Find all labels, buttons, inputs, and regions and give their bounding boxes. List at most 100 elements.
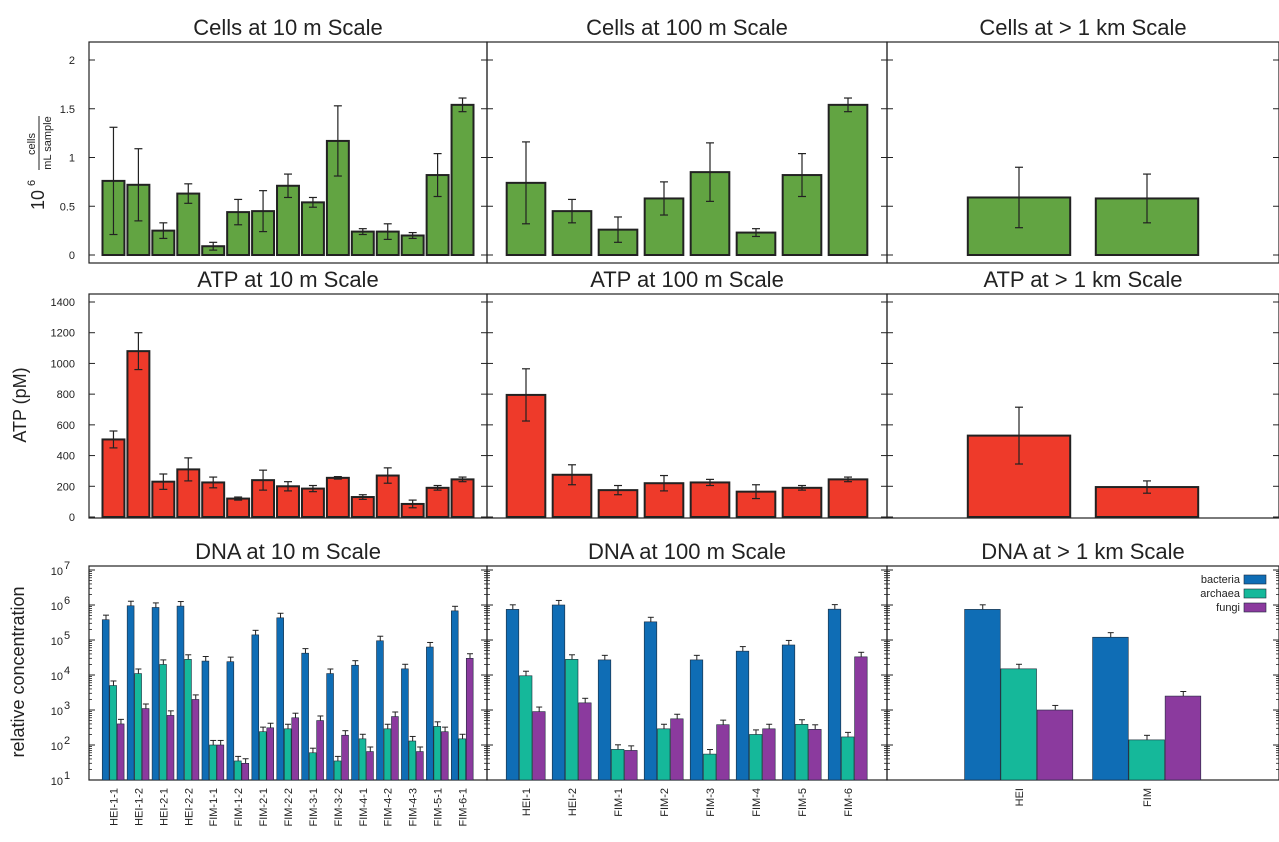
bar-bacteria-FIM-5 (781, 644, 796, 781)
panel-frame (486, 41, 888, 264)
bar-archaea-HEI-2-2 (184, 659, 192, 781)
x-tick-label: HEI-1-2 (133, 788, 145, 826)
bar-bacteria-FIM-4 (735, 650, 750, 781)
bar-bacteria-FIM-5-1 (426, 646, 434, 781)
bar-bacteria-FIM-2 (643, 621, 658, 781)
panel-frame (886, 41, 1279, 264)
bar-fungi-FIM-4-1 (366, 751, 374, 781)
bar-fungi-FIM-2-1 (266, 727, 274, 781)
y-tick-exponent: 6 (64, 595, 70, 607)
bar-bacteria-FIM-2-2 (276, 617, 284, 781)
bar-fungi-FIM-2-2 (291, 717, 299, 781)
bar-archaea-FIM-2-1 (259, 731, 267, 781)
x-tick-label: FIM-5-1 (433, 788, 445, 827)
bar-HEI-1-2 (126, 350, 151, 518)
bar-fungi-FIM-1-1 (216, 744, 225, 781)
bar-fungi-FIM (1164, 695, 1202, 781)
x-tick-label: FIM-2 (659, 788, 671, 817)
bar-fungi-HEI (1036, 709, 1074, 781)
bar-bacteria-FIM-4-2 (376, 640, 384, 781)
panel-dna100 (486, 565, 888, 781)
panel-atp10 (88, 293, 488, 519)
x-tick-label: FIM-1 (613, 788, 625, 817)
y-label-denominator: mL sample (42, 116, 54, 169)
y-tick-label: 400 (57, 451, 75, 463)
bar-bacteria-FIM-3-2 (326, 673, 334, 781)
y-tick-label: 10 (51, 601, 63, 613)
panel-title: Cells at 10 m Scale (193, 15, 383, 40)
y-axis-label-cells: 10 6 cells mL sample (26, 116, 54, 210)
bar-fungi-FIM-3-1 (316, 720, 324, 781)
bar-fungi-HEI-2 (578, 702, 592, 781)
bar-FIM-2 (643, 197, 685, 256)
panel-title: Cells at > 1 km Scale (979, 15, 1186, 40)
bar-fungi-FIM-4-3 (416, 751, 424, 781)
y-tick-label: 10 (51, 636, 63, 648)
bar-fungi-FIM-3 (716, 724, 730, 781)
bar-bacteria-HEI-2-2 (176, 605, 185, 781)
panel-title: ATP at > 1 km Scale (983, 267, 1182, 292)
panel-dna10 (88, 565, 488, 781)
y-tick-label: 0 (69, 512, 75, 524)
panel-title: ATP at 100 m Scale (590, 267, 784, 292)
x-tick-label: FIM-3-2 (333, 788, 345, 827)
bar-archaea-FIM-4 (749, 734, 763, 781)
bar-archaea-FIM-2-2 (283, 728, 292, 781)
y-axis-label-dna: relative concentration (8, 586, 28, 757)
y-tick-label: 10 (51, 741, 63, 753)
y-tick-exponent: 7 (64, 560, 70, 572)
bar-fungi-FIM-1-2 (241, 763, 250, 781)
x-tick-label: FIM-1-2 (233, 788, 245, 827)
legend-label-bacteria: bacteria (1201, 574, 1241, 586)
panel-frame (886, 293, 1279, 519)
bar-fungi-HEI-2-1 (166, 715, 175, 781)
bar-archaea-FIM-5-1 (433, 726, 442, 781)
bar-bacteria-FIM-4-3 (401, 668, 409, 781)
bar-archaea-FIM-4-2 (383, 728, 392, 781)
legend-swatch-fungi (1243, 602, 1267, 613)
x-tick-label: FIM-2-2 (283, 788, 295, 827)
bar-bacteria-FIM-3 (689, 659, 704, 781)
bar-fungi-FIM-4 (762, 728, 776, 781)
bar-fungi-HEI-1-2 (141, 708, 150, 781)
x-tick-label: FIM-2-1 (258, 788, 270, 827)
bar-fungi-FIM-5-1 (441, 731, 449, 781)
bar-bacteria-FIM-3-1 (301, 652, 309, 781)
bar-fungi-FIM-3-2 (341, 734, 349, 781)
panel-title: DNA at > 1 km Scale (981, 539, 1185, 564)
panel-title: DNA at 10 m Scale (195, 539, 381, 564)
legend-label-fungi: fungi (1216, 602, 1240, 614)
panel-atp100 (486, 293, 888, 519)
bar-archaea-FIM-2 (657, 728, 671, 781)
bar-archaea-HEI-2 (565, 659, 579, 781)
y-label-numerator: cells (26, 133, 38, 156)
bar-FIM-3 (689, 481, 731, 519)
y-tick-exponent: 2 (64, 735, 70, 747)
bar-FIM-6 (827, 103, 869, 256)
x-tick-label: FIM-3 (705, 788, 717, 817)
x-tick-label: FIM-1-1 (208, 788, 220, 827)
bar-archaea-FIM (1128, 739, 1165, 781)
bar-FIM-6-1 (450, 103, 475, 256)
panel-frame (486, 565, 888, 781)
bar-fungi-FIM-2 (670, 718, 684, 781)
bar-archaea-FIM-6-1 (458, 738, 466, 781)
y-tick-exponent: 1 (64, 770, 70, 782)
bar-archaea-FIM-1 (611, 749, 625, 781)
bar-archaea-FIM-6 (841, 736, 855, 781)
bar-HEI-1-1 (101, 438, 126, 519)
bar-fungi-FIM-5 (808, 729, 822, 781)
x-tick-label: FIM-4-1 (358, 788, 370, 827)
bar-bacteria-FIM (1092, 636, 1129, 781)
y-tick-label: 1 (69, 153, 75, 165)
panel-cells1km (886, 41, 1279, 264)
bar-FIM-6 (827, 478, 869, 518)
bar-archaea-HEI-2-1 (159, 664, 167, 781)
panel-cells100 (486, 41, 888, 264)
bar-bacteria-FIM-1-2 (226, 661, 235, 781)
x-tick-label: HEI-1 (521, 788, 533, 816)
bar-archaea-FIM-1-2 (234, 760, 242, 781)
bar-FIM-5 (781, 486, 823, 519)
x-tick-label: FIM-5 (797, 788, 809, 817)
